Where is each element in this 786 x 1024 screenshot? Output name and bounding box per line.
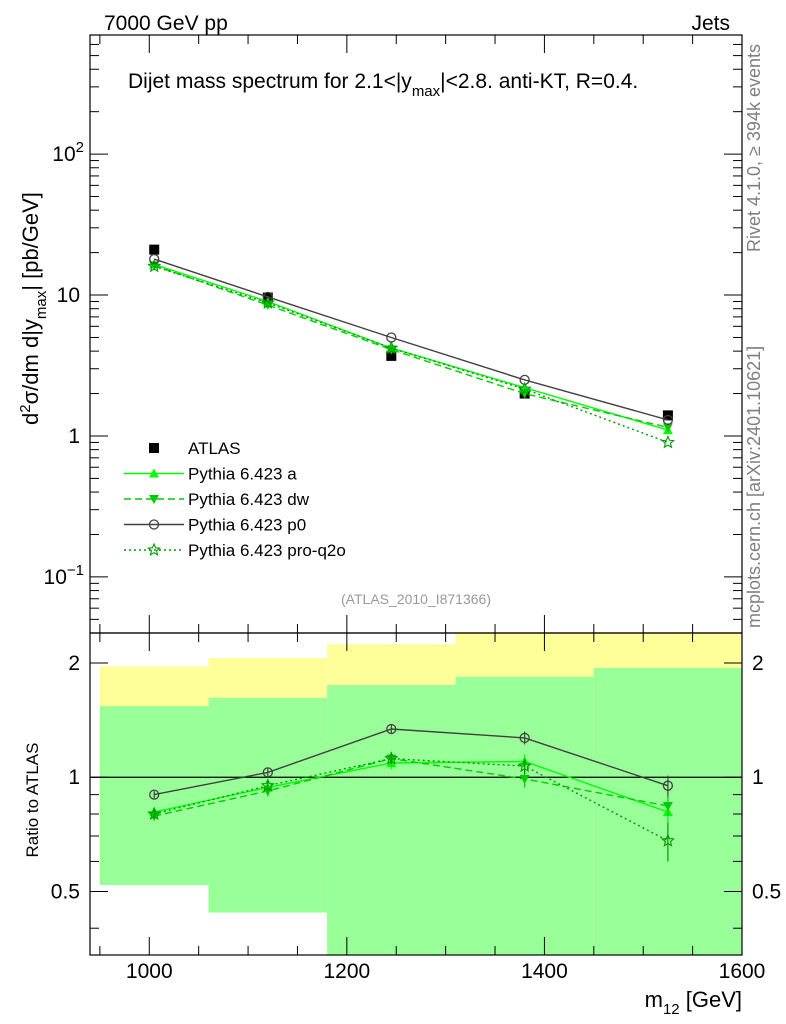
band-inner-3: [455, 676, 594, 955]
main-y-tick-label: 10−1: [44, 562, 84, 589]
x-tick-label: 1000: [126, 960, 173, 983]
main-point-pythia-6-423-dw: [386, 345, 397, 355]
x-tick-label: 1400: [521, 960, 568, 983]
ratio-point-pythia-6-423-dw: [262, 786, 273, 796]
main-y-tick-labels: 10−1 1 10 102: [44, 139, 84, 589]
x-tick-label: 1600: [719, 960, 766, 983]
ratio-axis-ticks: [90, 633, 743, 955]
ratio-point-pythia-6-423-pro-q2o: [260, 778, 275, 792]
ratio-y-axis-label: Ratio to ATLAS: [23, 743, 42, 858]
main-point-pythia-6-423-pro-q2o: [517, 381, 532, 396]
ratio-point-pythia-6-423-pro-q2o: [517, 758, 532, 773]
main-point-pythia-6-423-p0: [262, 291, 273, 303]
main-point-pythia-6-423-pro-q2o: [147, 258, 162, 273]
main-y-tick-label: 10: [57, 284, 80, 307]
main-point-atlas: [149, 244, 160, 255]
ratio-point-pythia-6-423-pro-q2o: [384, 751, 399, 765]
main-data-series: [147, 244, 675, 449]
mcplots-source-label: mcplots.cern.ch [arXiv:2401.10621]: [744, 346, 764, 628]
legend-label-pythia-6-423-a: Pythia 6.423 a: [188, 465, 297, 484]
rivet-version-label: Rivet 4.1.0, ≥ 394k events: [744, 44, 764, 252]
ratio-uncertainty-bands: [99, 633, 742, 955]
main-y-tick-label: 102: [52, 139, 84, 166]
band-inner-1: [208, 697, 328, 913]
ratio-data-series: [147, 723, 675, 862]
x-axis-label: m12 [GeV]: [645, 987, 742, 1018]
ratio-y-tick-label-right: 0.5: [752, 880, 781, 903]
main-point-pythia-6-423-dw: [662, 423, 673, 433]
main-line-pythia-6-423-dw: [153, 264, 669, 429]
legend-marker-pythia-6-423-pro-q2o: [146, 542, 162, 557]
legend-marker-atlas: [149, 443, 159, 453]
ratio-plot-frame: [89, 632, 743, 956]
main-point-pythia-6-423-pro-q2o: [660, 435, 675, 449]
legend: ATLAS Pythia 6.423 a Pythia 6.423 dw Pythia…: [124, 439, 346, 560]
ratio-point-pythia-6-423-pro-q2o: [147, 806, 162, 821]
x-tick-label: 1200: [323, 960, 370, 983]
ratio-point-pythia-6-423-p0: [149, 789, 160, 800]
main-point-atlas: [386, 350, 397, 361]
ratio-y-tick-labels: 0.5 0.5 1 1 2 2: [51, 652, 781, 903]
main-y-tick-label: 1: [68, 425, 80, 448]
legend-label-pythia-6-423-p0: Pythia 6.423 p0: [188, 516, 306, 535]
analysis-id-label: (ATLAS_2010_I871366): [341, 591, 491, 607]
x-tick-labels: 1000 1200 1400 1600: [126, 960, 765, 983]
legend-marker-pythia-6-423-p0: [148, 519, 160, 530]
main-point-pythia-6-423-pro-q2o: [260, 295, 275, 309]
ratio-point-pythia-6-423-p0: [662, 780, 674, 791]
ratio-point-pythia-6-423-dw: [662, 801, 673, 811]
ratio-y-tick-label-left: 1: [68, 766, 80, 789]
ratio-point-pythia-6-423-p0: [262, 767, 273, 778]
ratio-point-pythia-6-423-dw: [519, 774, 530, 784]
chart-title: Dijet mass spectrum for 2.1<|ymax|<2.8. …: [128, 70, 638, 100]
ratio-point-pythia-6-423-p0: [519, 732, 530, 744]
legend-marker-pythia-6-423-a: [149, 468, 159, 478]
ratio-point-pythia-6-423-pro-q2o: [660, 833, 675, 847]
legend-label-atlas: ATLAS: [188, 439, 241, 458]
main-point-pythia-6-423-p0: [662, 414, 674, 426]
main-line-pythia-6-423-pro-q2o: [153, 265, 669, 444]
ratio-y-tick-label-right: 1: [752, 766, 764, 789]
legend-marker-pythia-6-423-dw: [149, 495, 159, 504]
main-line-pythia-6-423-a: [153, 263, 669, 431]
ratio-y-tick-label-left: 2: [68, 652, 80, 675]
ratio-line-pythia-6-423-pro-q2o: [154, 757, 669, 842]
main-axis-ticks: [90, 34, 743, 634]
ratio-y-tick-label-left: 0.5: [51, 880, 80, 903]
legend-label-pythia-6-423-pro-q2o: Pythia 6.423 pro-q2o: [188, 541, 346, 560]
ratio-y-tick-label-right: 2: [752, 652, 764, 675]
main-point-pythia-6-423-pro-q2o: [384, 340, 399, 355]
main-point-pythia-6-423-p0: [149, 253, 160, 265]
ratio-point-pythia-6-423-p0: [386, 723, 397, 735]
process-label: Jets: [691, 12, 730, 35]
legend-label-pythia-6-423-dw: Pythia 6.423 dw: [188, 490, 310, 509]
main-line-pythia-6-423-p0: [153, 258, 669, 421]
main-y-axis-label: d2σ/dm d|ymax| [pb/GeV]: [17, 192, 50, 425]
beam-energy-label: 7000 GeV pp: [104, 12, 228, 35]
